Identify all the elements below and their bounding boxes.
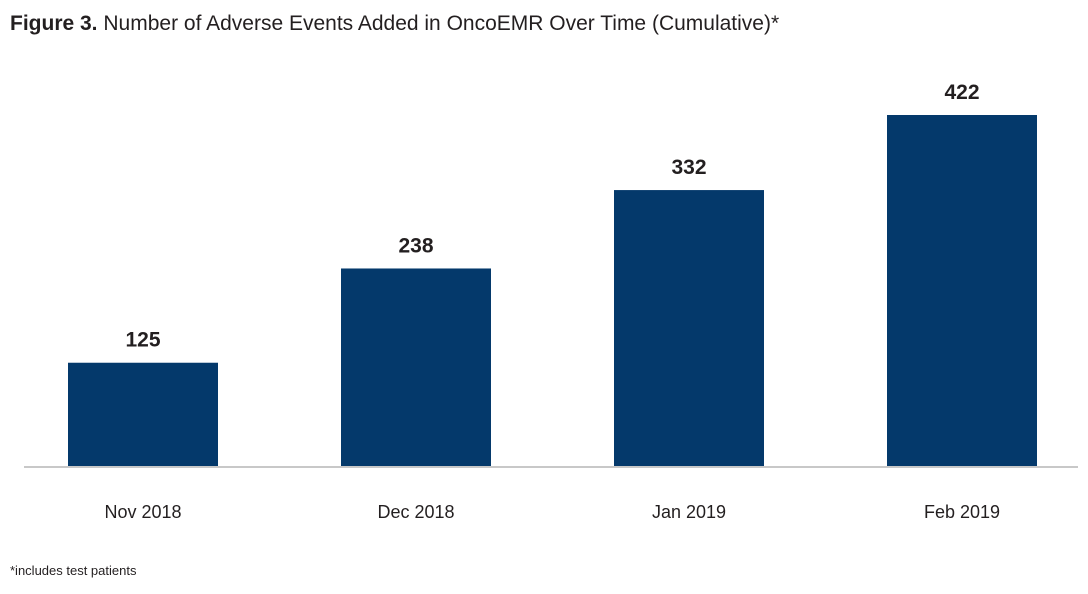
figure-title: Figure 3. Number of Adverse Events Added…: [10, 10, 779, 38]
footnote: *includes test patients: [10, 563, 137, 578]
figure-number: Figure 3.: [10, 12, 98, 35]
bar-value-label: 125: [125, 329, 160, 352]
x-tick-label: Jan 2019: [652, 502, 726, 522]
x-tick-label: Dec 2018: [377, 502, 454, 522]
bar-nov-2018: [68, 362, 218, 467]
bar-value-label: 422: [944, 81, 979, 104]
bar-jan-2019: [614, 190, 764, 467]
bar-dec-2018: [341, 268, 491, 467]
bars-layer: [68, 115, 1037, 467]
figure-title-text: Number of Adverse Events Added in OncoEM…: [103, 12, 780, 35]
bar-feb-2019: [887, 115, 1037, 467]
x-tick-label: Feb 2019: [924, 502, 1000, 522]
bar-value-label: 238: [398, 234, 433, 257]
labels-layer: 125 Nov 2018 238 Dec 2018 332 Jan 2019 422 Feb …: [104, 81, 1000, 522]
x-tick-label: Nov 2018: [104, 502, 181, 522]
bar-value-label: 332: [671, 156, 706, 179]
